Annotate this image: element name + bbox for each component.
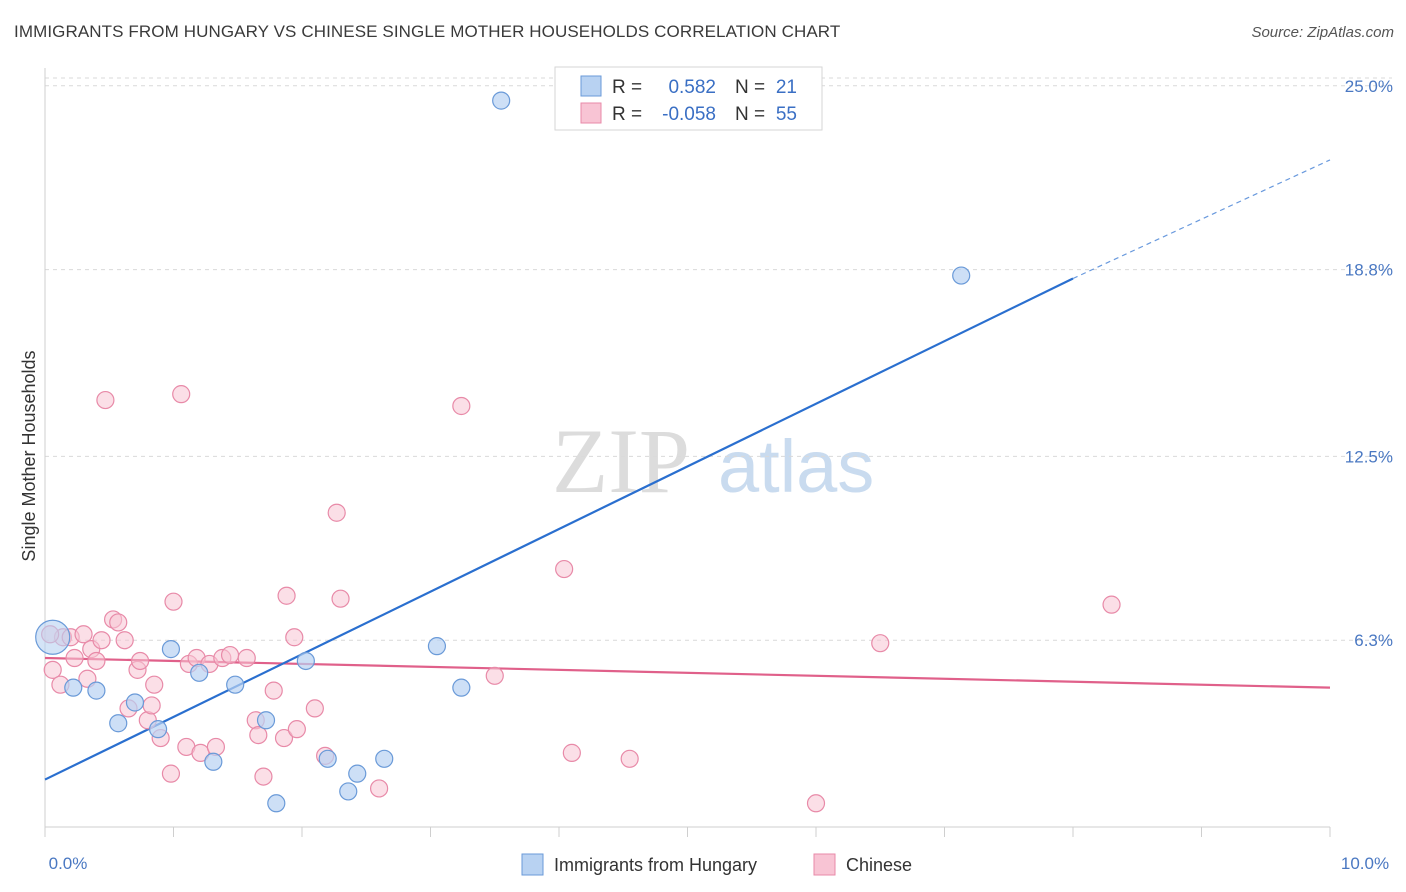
chinese-point — [264, 681, 283, 700]
bottom-legend: Immigrants from Hungary Chinese — [521, 853, 912, 876]
watermark-zip: ZIP — [552, 410, 690, 512]
chinese-point — [331, 589, 350, 608]
chinese-point — [327, 503, 346, 522]
hungary-point — [339, 782, 358, 801]
x-tick-label-max: 10.0% — [1341, 854, 1389, 873]
hungary-point — [375, 749, 394, 768]
chinese-point — [172, 385, 191, 404]
chinese-point — [562, 743, 581, 762]
chinese-point — [254, 767, 273, 786]
chinese-point — [806, 794, 826, 813]
x-tick-label-min: 0.0% — [49, 854, 88, 873]
bottom-legend-swatch-chinese — [813, 853, 836, 876]
bottom-legend-swatch-hungary — [521, 853, 544, 876]
y-tick-label: 12.5% — [1345, 447, 1393, 466]
chinese-point — [164, 592, 183, 611]
chinese-point — [285, 628, 304, 647]
hungary-point — [148, 720, 168, 739]
hungary-point — [87, 681, 106, 700]
legend-n-label-hungary: N = — [735, 77, 765, 98]
chinese-point — [620, 749, 639, 768]
legend-r-label-hungary: R = — [612, 77, 642, 98]
x-tick-marks — [44, 827, 1331, 837]
hungary-point — [452, 678, 471, 697]
chinese-point — [74, 625, 93, 644]
source-note: Source: ZipAtlas.com — [1251, 24, 1394, 41]
y-axis-label: Single Mother Households — [19, 350, 39, 561]
hungary-point — [318, 749, 337, 768]
hungary-point — [125, 693, 145, 712]
chinese-point — [305, 699, 324, 718]
chinese-point — [206, 737, 226, 757]
trend-line-hungary — [44, 277, 1074, 781]
hungary-point — [952, 266, 971, 285]
chinese-point — [109, 613, 128, 632]
chinese-point — [485, 666, 504, 685]
chinese-point — [277, 586, 296, 605]
chinese-point — [287, 720, 306, 739]
chinese-point — [145, 675, 164, 694]
chinese-point — [115, 631, 134, 650]
chinese-point — [87, 651, 106, 671]
chinese-point — [274, 728, 294, 748]
hungary-point — [226, 675, 245, 694]
chinese-point — [370, 779, 389, 798]
data-points — [35, 91, 1121, 813]
grid-lines — [45, 77, 1392, 641]
bottom-legend-label-chinese: Chinese — [846, 855, 912, 875]
trend-line-chinese — [44, 656, 1331, 689]
chinese-point — [191, 743, 210, 762]
chinese-point — [1102, 595, 1121, 614]
trend-line-hungary-extension — [1072, 159, 1331, 280]
hungary-point — [161, 640, 181, 659]
chinese-point — [96, 390, 115, 410]
legend-swatch-hungary — [580, 75, 602, 97]
chinese-point — [237, 648, 256, 668]
legend-n-value-hungary: 21 — [776, 77, 797, 98]
y-tick-label: 18.8% — [1345, 261, 1393, 280]
hungary-point — [348, 764, 367, 783]
hungary-point — [190, 663, 209, 682]
legend-r-label-chinese: R = — [612, 104, 642, 125]
legend-n-value-chinese: 55 — [776, 104, 797, 125]
trend-lines — [44, 159, 1331, 781]
hungary-point — [427, 637, 447, 656]
hungary-point — [492, 91, 511, 110]
chinese-point — [142, 696, 161, 715]
y-tick-label: 6.3% — [1354, 631, 1393, 650]
chinese-point — [43, 660, 62, 679]
top-legend: R = 0.582 N = 21 R = -0.058 N = 55 — [554, 66, 823, 131]
legend-n-label-chinese: N = — [735, 104, 765, 125]
watermark-atlas: atlas — [718, 425, 874, 508]
chinese-point — [871, 634, 890, 653]
legend-r-value-chinese: -0.058 — [662, 104, 716, 125]
chinese-point — [65, 648, 84, 668]
chinese-point — [130, 651, 150, 671]
chinese-point — [555, 559, 574, 579]
bottom-legend-label-hungary: Immigrants from Hungary — [554, 855, 757, 875]
y-tick-labels: 6.3% 12.5% 18.8% 25.0% — [1345, 77, 1393, 650]
legend-swatch-chinese — [580, 102, 602, 124]
chart-title: IMMIGRANTS FROM HUNGARY VS CHINESE SINGL… — [14, 22, 841, 41]
hungary-point — [35, 619, 71, 655]
chinese-point — [161, 764, 181, 783]
hungary-point — [204, 752, 223, 771]
chinese-point — [92, 631, 111, 650]
hungary-point — [256, 711, 276, 730]
chinese-point — [452, 396, 471, 416]
hungary-point — [109, 714, 128, 733]
hungary-point — [64, 678, 83, 697]
legend-r-value-hungary: 0.582 — [668, 77, 716, 98]
hungary-point — [296, 651, 315, 671]
hungary-point — [267, 794, 286, 813]
chinese-point — [220, 645, 240, 665]
chinese-point — [249, 725, 268, 745]
y-tick-label: 25.0% — [1345, 77, 1393, 96]
